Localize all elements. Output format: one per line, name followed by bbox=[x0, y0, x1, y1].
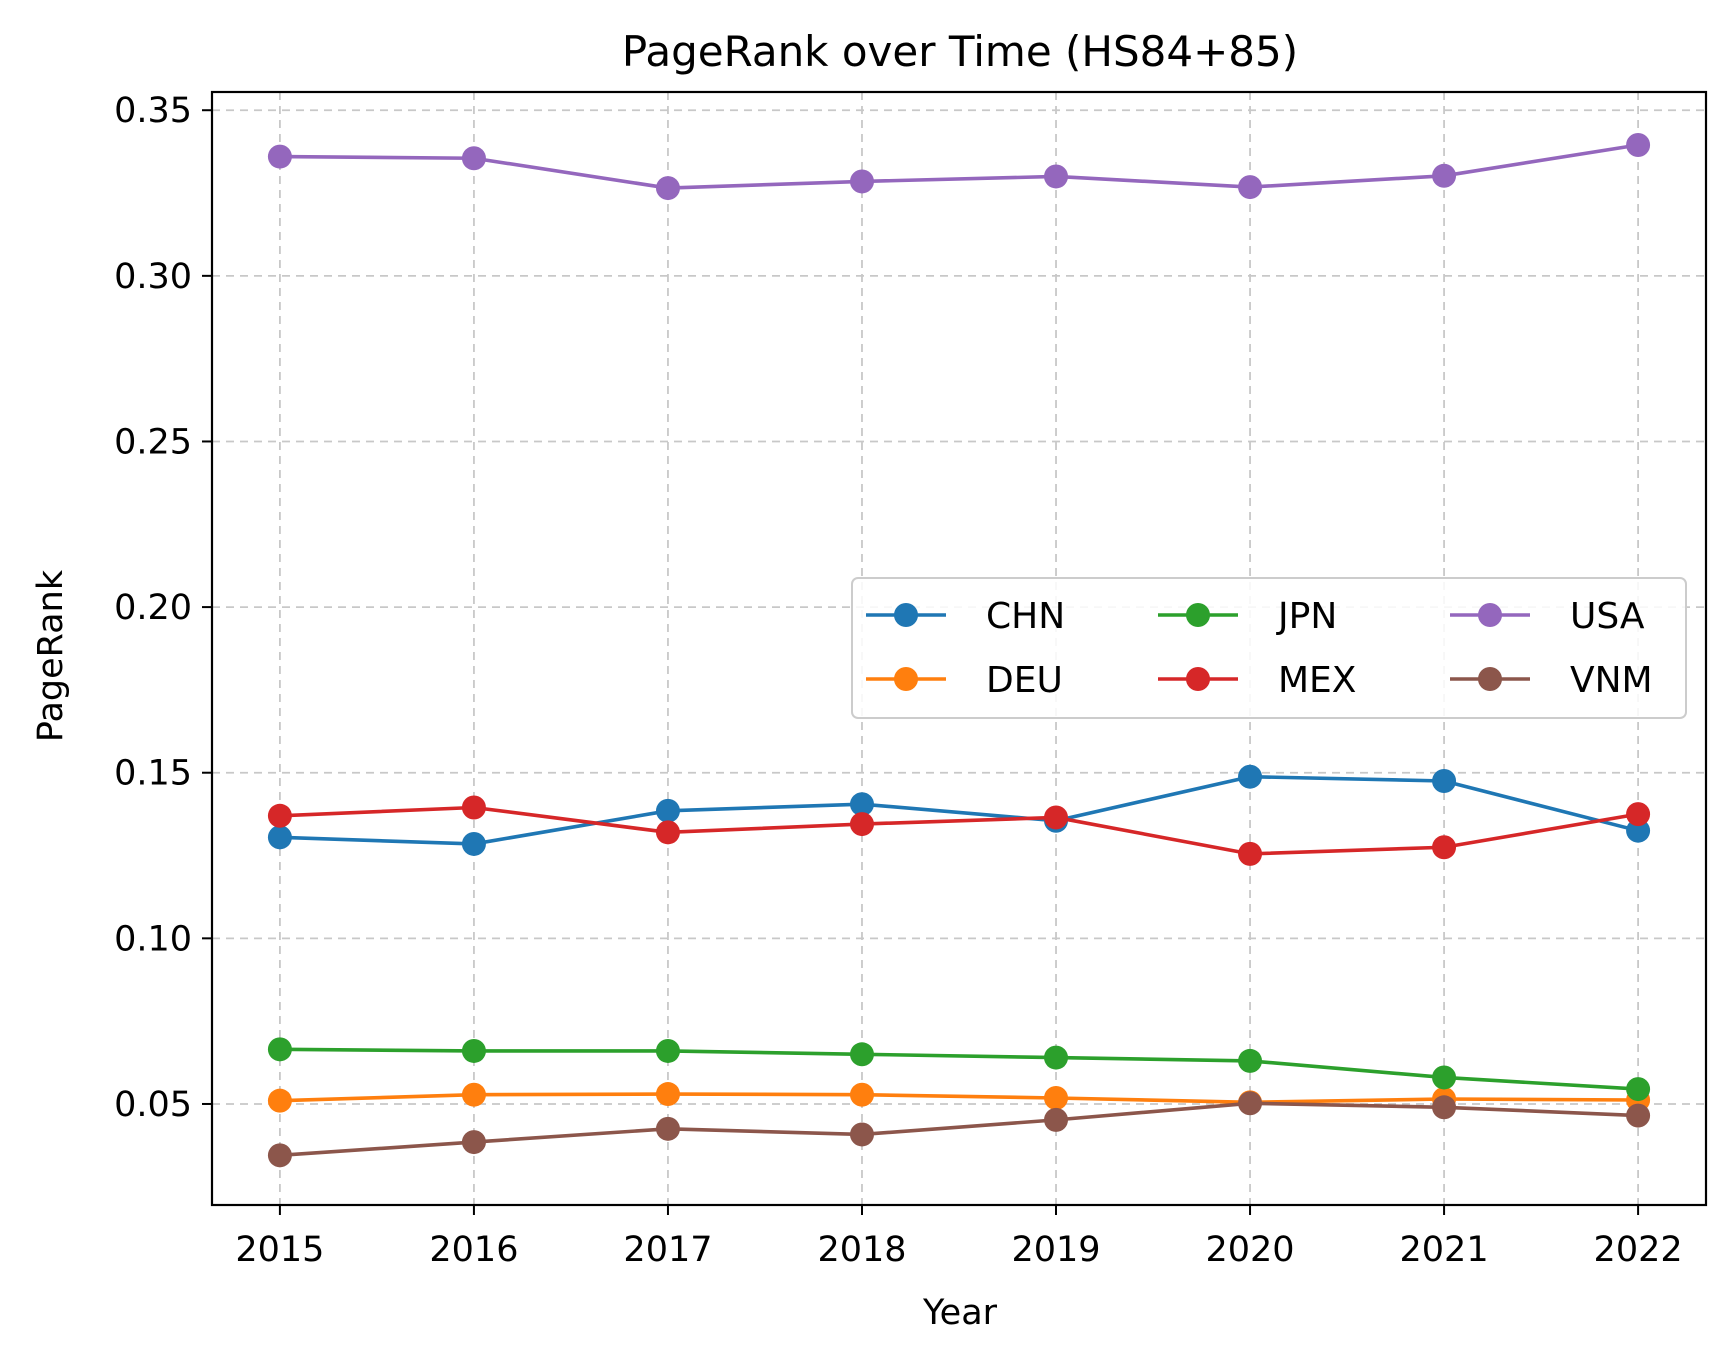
data-point-vnm bbox=[267, 1143, 292, 1168]
data-point-chn bbox=[1238, 764, 1263, 789]
legend: CHN DEU JPN MEX USA VNM bbox=[851, 577, 1687, 719]
data-point-vnm bbox=[1044, 1107, 1069, 1132]
data-point-jpn bbox=[461, 1038, 486, 1063]
series-deu bbox=[267, 1082, 1651, 1115]
data-point-vnm bbox=[1432, 1095, 1457, 1120]
y-tick-label: 0.25 bbox=[114, 422, 192, 462]
legend-swatch-marker bbox=[1478, 603, 1502, 627]
legend-item-deu: DEU bbox=[866, 660, 1063, 701]
legend-swatch-marker bbox=[1186, 603, 1210, 627]
x-tick-label: 2021 bbox=[1400, 1230, 1489, 1270]
data-point-deu bbox=[461, 1082, 486, 1107]
data-point-chn bbox=[849, 792, 874, 817]
x-tick-label: 2020 bbox=[1205, 1230, 1294, 1270]
x-axis-label: Year bbox=[922, 1293, 998, 1333]
chart-title: PageRank over Time (HS84+85) bbox=[622, 27, 1298, 76]
legend-label-deu: DEU bbox=[986, 660, 1063, 701]
data-point-deu bbox=[1044, 1086, 1069, 1111]
data-point-usa bbox=[849, 169, 874, 194]
legend-item-mex: MEX bbox=[1158, 660, 1356, 701]
data-point-chn bbox=[461, 831, 486, 856]
data-point-jpn bbox=[1432, 1065, 1457, 1090]
series-line-vnm bbox=[279, 1101, 1639, 1158]
x-tick-label: 2018 bbox=[817, 1230, 906, 1270]
y-tick-label: 0.30 bbox=[114, 257, 192, 297]
series-jpn bbox=[267, 1037, 1651, 1102]
y-tick-label: 0.10 bbox=[114, 919, 192, 959]
data-point-chn bbox=[1626, 818, 1651, 843]
data-point-usa bbox=[461, 146, 486, 171]
data-point-usa bbox=[1626, 133, 1651, 157]
y-tick-label: 0.05 bbox=[114, 1085, 192, 1125]
data-point-jpn bbox=[655, 1038, 680, 1063]
series-line-chn bbox=[279, 774, 1639, 846]
data-point-mex bbox=[1432, 835, 1457, 860]
y-tick-label: 0.20 bbox=[114, 588, 192, 628]
series-mex bbox=[267, 795, 1651, 866]
data-point-jpn bbox=[849, 1042, 874, 1067]
series-chn bbox=[267, 764, 1651, 856]
series-line-jpn bbox=[279, 1047, 1639, 1091]
data-point-jpn bbox=[267, 1037, 292, 1062]
axis-ticks: 2015 2016 2017 2018 2019 2020 2021 2022 0.05 0.10… bbox=[114, 91, 1683, 1270]
legend-swatch-marker bbox=[1478, 667, 1502, 691]
data-point-jpn bbox=[1044, 1045, 1069, 1070]
data-point-deu bbox=[655, 1082, 680, 1107]
legend-label-usa: USA bbox=[1570, 596, 1645, 637]
data-point-vnm bbox=[655, 1116, 680, 1141]
data-point-usa bbox=[1238, 175, 1263, 200]
data-point-vnm bbox=[849, 1122, 874, 1147]
x-tick-label: 2019 bbox=[1011, 1230, 1100, 1270]
series-layer bbox=[267, 133, 1651, 1168]
data-point-usa bbox=[267, 144, 292, 169]
data-point-vnm bbox=[1238, 1091, 1263, 1116]
legend-swatch-marker bbox=[894, 603, 918, 627]
plot-frame bbox=[210, 90, 1708, 1207]
data-point-usa bbox=[1044, 164, 1069, 189]
x-tick-label: 2015 bbox=[235, 1230, 324, 1270]
data-point-chn bbox=[655, 798, 680, 823]
data-point-mex bbox=[267, 803, 292, 828]
series-vnm bbox=[267, 1091, 1651, 1168]
data-point-mex bbox=[849, 812, 874, 837]
legend-item-usa: USA bbox=[1450, 596, 1645, 637]
legend-box bbox=[851, 577, 1687, 719]
legend-item-vnm: VNM bbox=[1450, 660, 1653, 701]
y-tick-label: 0.35 bbox=[114, 91, 192, 131]
legend-swatch-marker bbox=[894, 667, 918, 691]
x-tick-label: 2022 bbox=[1594, 1230, 1683, 1270]
series-line-mex bbox=[279, 805, 1639, 856]
data-point-vnm bbox=[461, 1130, 486, 1155]
x-tick-label: 2016 bbox=[429, 1230, 518, 1270]
data-point-usa bbox=[1432, 163, 1457, 188]
series-usa bbox=[267, 133, 1651, 201]
data-point-mex bbox=[461, 795, 486, 820]
data-point-chn bbox=[267, 825, 292, 850]
data-point-jpn bbox=[1238, 1048, 1263, 1073]
legend-label-vnm: VNM bbox=[1570, 660, 1653, 701]
x-tick-label: 2017 bbox=[623, 1230, 712, 1270]
data-point-usa bbox=[655, 176, 680, 201]
data-point-deu bbox=[267, 1088, 292, 1113]
data-point-deu bbox=[849, 1082, 874, 1107]
series-line-deu bbox=[279, 1092, 1639, 1105]
data-point-vnm bbox=[1626, 1103, 1651, 1128]
legend-label-mex: MEX bbox=[1278, 660, 1356, 701]
series-line-usa bbox=[279, 143, 1639, 190]
legend-item-chn: CHN bbox=[866, 596, 1065, 637]
data-point-mex bbox=[1626, 802, 1651, 827]
data-point-jpn bbox=[1626, 1077, 1651, 1102]
y-tick-label: 0.15 bbox=[114, 754, 192, 794]
y-axis-label: PageRank bbox=[31, 569, 71, 742]
legend-item-jpn: JPN bbox=[1158, 596, 1337, 637]
data-point-mex bbox=[1238, 841, 1263, 866]
legend-label-chn: CHN bbox=[986, 596, 1065, 637]
legend-label-jpn: JPN bbox=[1276, 596, 1337, 637]
data-point-chn bbox=[1432, 769, 1457, 793]
data-point-mex bbox=[655, 820, 680, 845]
data-point-mex bbox=[1044, 805, 1069, 830]
legend-swatch-marker bbox=[1186, 667, 1210, 691]
